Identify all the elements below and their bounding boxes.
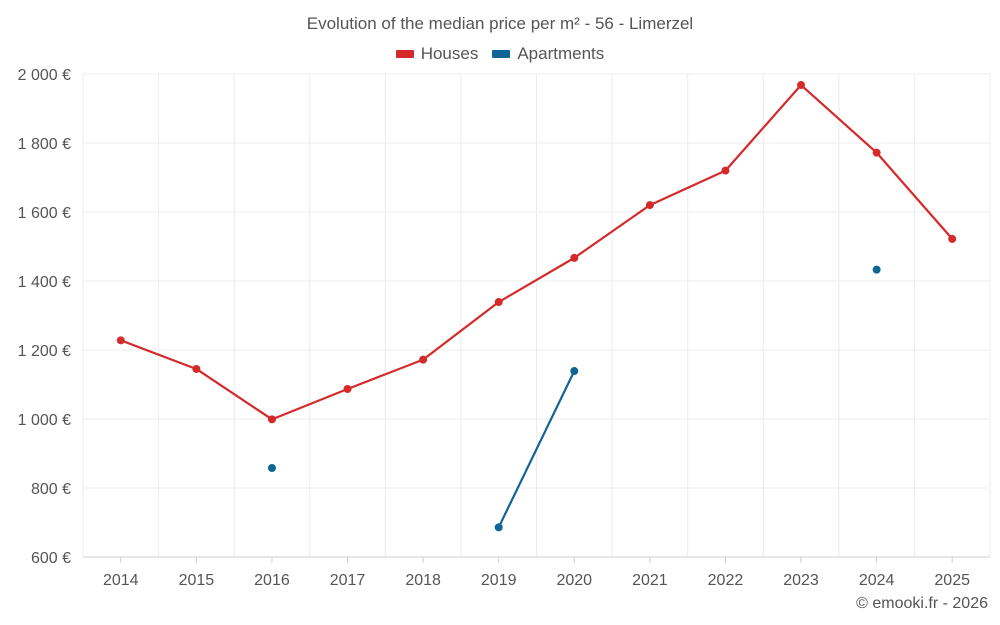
data-point-houses (267, 415, 276, 424)
y-tick-label: 1 400 € (18, 274, 71, 291)
series-line-houses (195, 367, 274, 421)
series-line-houses (346, 358, 425, 391)
chart-axes: 600 € 800 € 1 000 € 1 200 € 1 400 € 1 600 € 1 … (18, 67, 990, 589)
data-point-apartments (570, 367, 579, 376)
legend-item-houses[interactable]: Houses (395, 44, 479, 64)
legend-label-houses: Houses (420, 44, 479, 63)
x-tick-label: 2015 (179, 572, 215, 589)
data-point-apartments (267, 463, 276, 472)
data-point-apartments (872, 265, 881, 274)
x-tick-label: 2018 (405, 572, 441, 589)
credit-text: © emooki.fr - 2026 (856, 595, 988, 612)
x-tick-label: 2016 (254, 572, 290, 589)
x-tick-label: 2014 (103, 572, 139, 589)
series-line-houses (119, 339, 198, 371)
y-tick-label: 1 800 € (18, 136, 71, 153)
legend-swatch-houses (395, 50, 414, 58)
x-tick-label: 2019 (481, 572, 517, 589)
x-tick-label: 2025 (934, 572, 970, 589)
data-point-houses (192, 364, 201, 373)
x-tick-label: 2021 (632, 572, 668, 589)
x-tick-label: 2020 (556, 572, 592, 589)
series-line-houses (497, 256, 576, 304)
data-point-houses (797, 81, 806, 90)
data-point-apartments (494, 523, 503, 532)
data-point-houses (419, 355, 428, 364)
y-tick-label: 1 600 € (18, 205, 71, 222)
data-point-houses (570, 253, 579, 262)
data-point-houses (343, 384, 352, 393)
y-tick-label: 800 € (31, 481, 71, 498)
data-point-houses (948, 234, 957, 243)
data-point-houses (872, 148, 881, 157)
x-tick-label: 2022 (708, 572, 744, 589)
y-tick-label: 2 000 € (18, 67, 71, 84)
legend-label-apartments: Apartments (517, 44, 605, 63)
series-line-houses (422, 300, 500, 361)
x-tick-label: 2024 (859, 572, 895, 589)
series-line-houses (648, 169, 727, 207)
x-tick-label: 2017 (330, 572, 366, 589)
y-tick-label: 1 200 € (18, 343, 71, 360)
series-line-houses (573, 204, 651, 259)
x-tick-label: 2023 (783, 572, 819, 589)
chart-legend: Houses Apartments (0, 44, 1000, 64)
y-tick-label: 1 000 € (18, 412, 71, 429)
chart-series (116, 81, 957, 532)
legend-swatch-apartments (492, 50, 511, 58)
data-point-houses (494, 298, 503, 307)
data-point-houses (116, 336, 125, 345)
y-tick-label: 600 € (31, 550, 71, 567)
series-line-apartments (497, 369, 576, 529)
data-point-houses (645, 201, 654, 210)
data-point-houses (721, 166, 730, 175)
series-line-houses (724, 83, 803, 172)
chart-title: Evolution of the median price per m² - 5… (306, 14, 694, 33)
legend-item-apartments[interactable]: Apartments (492, 44, 604, 64)
series-line-houses (270, 387, 349, 421)
chart-grid (82, 73, 991, 557)
series-line-houses (799, 83, 878, 154)
series-line-houses (875, 151, 954, 241)
